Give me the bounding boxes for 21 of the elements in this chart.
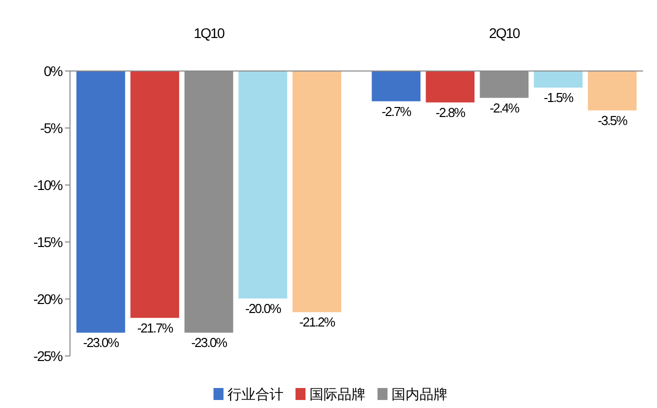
data-label: -2.4% (490, 100, 520, 116)
data-label: -1.5% (544, 90, 574, 106)
data-label: -3.5% (598, 112, 628, 128)
y-tick-label: -10% (33, 176, 63, 193)
y-tick-label: 0% (44, 62, 63, 79)
data-label: -21.7% (137, 320, 174, 336)
y-tick-label: -5% (40, 120, 63, 136)
x-tick-label: 2Q10 (489, 25, 521, 41)
data-label: -20.0% (245, 301, 282, 316)
y-tick-label: -15% (33, 234, 63, 250)
legend-label: 行业合计 (228, 386, 284, 402)
data-label: -21.2% (299, 314, 336, 330)
legend-label: 国际品牌 (310, 386, 366, 402)
data-label: -23.0% (83, 335, 120, 350)
data-label: -2.7% (382, 104, 412, 119)
data-label: -23.0% (191, 335, 228, 350)
y-tick-label: -25% (33, 348, 63, 364)
legend-label: 国内品牌 (392, 386, 448, 402)
data-label: -2.8% (436, 104, 466, 120)
x-tick-label: 1Q10 (194, 25, 226, 41)
y-tick-label: -20% (33, 290, 63, 307)
